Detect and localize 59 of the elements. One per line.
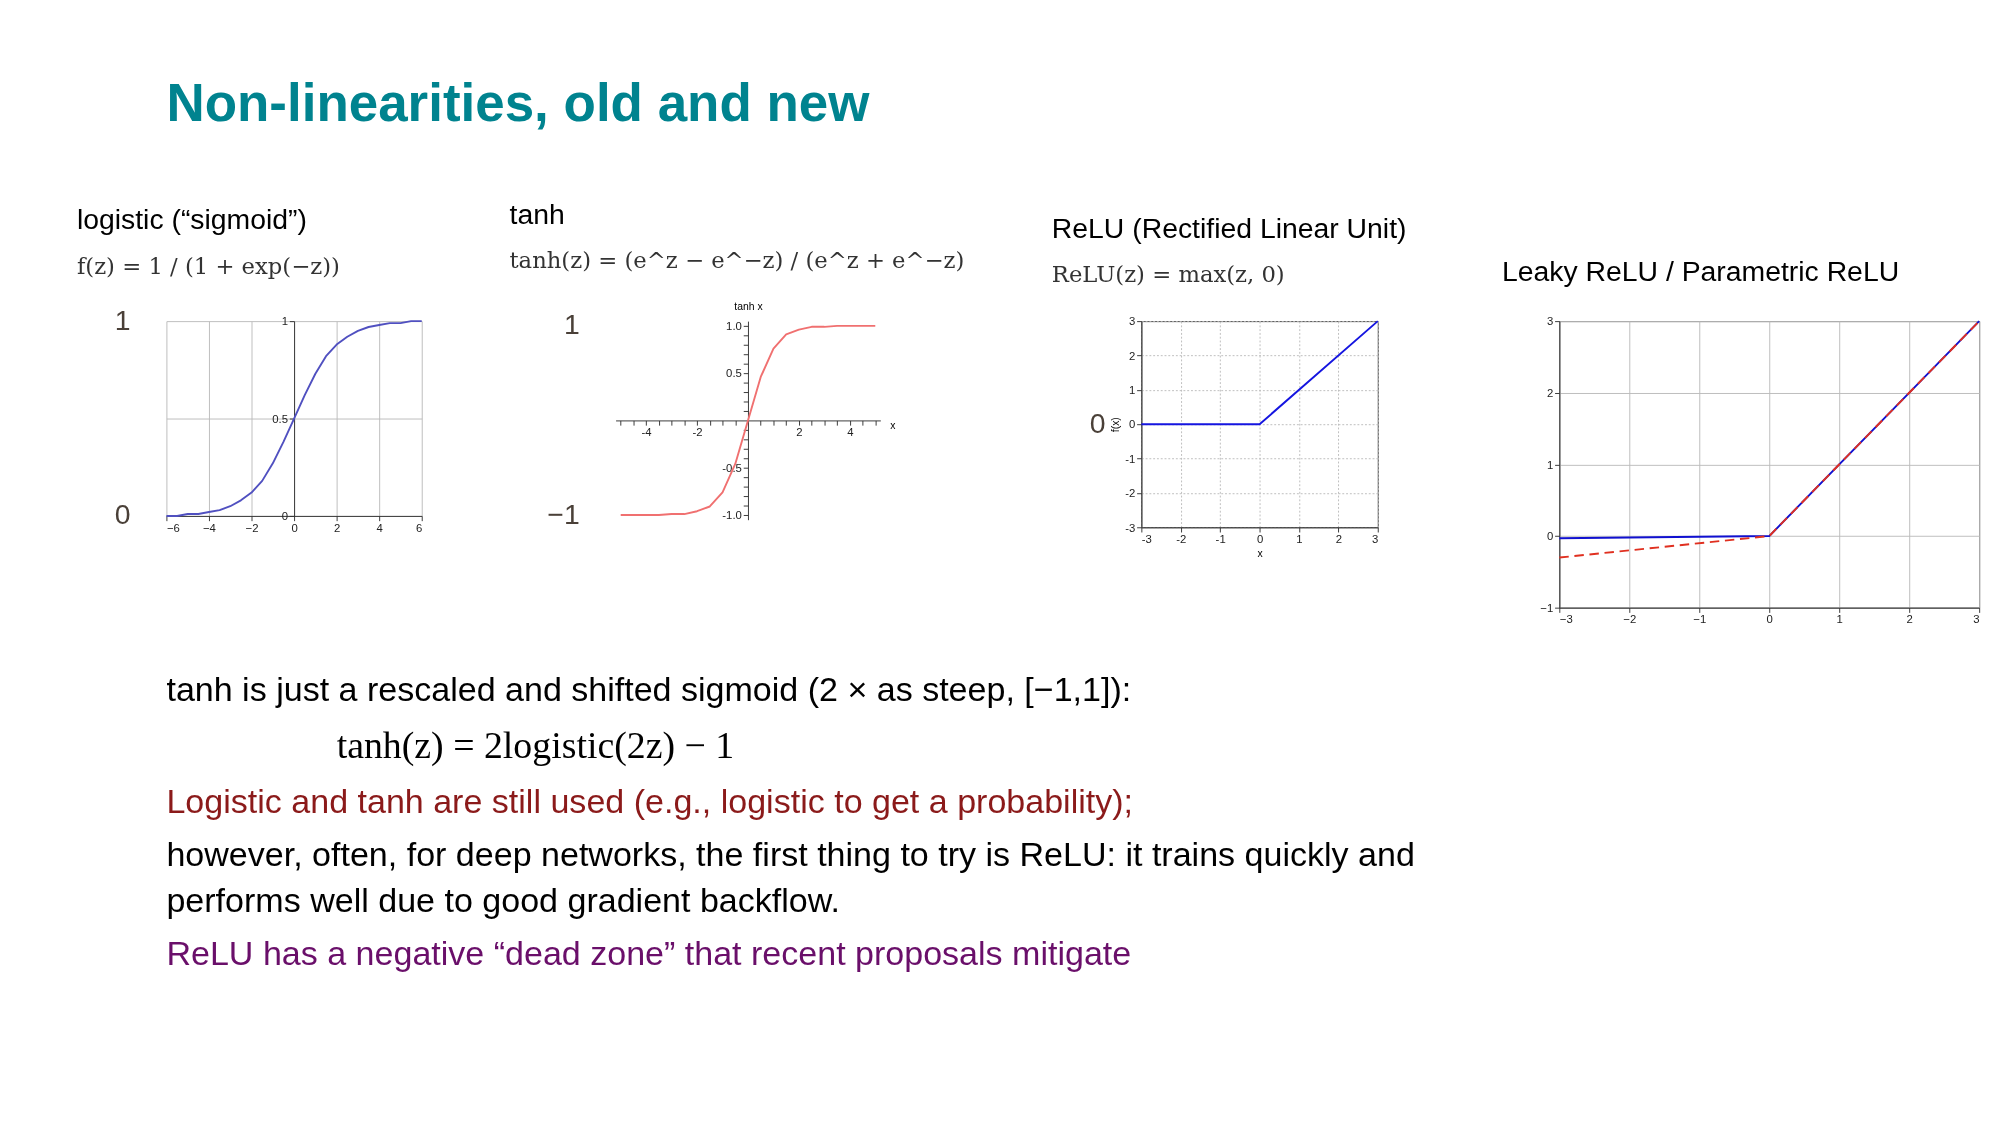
- x-tick-label: 4: [376, 521, 383, 534]
- y-tick-label: 3: [1128, 315, 1136, 328]
- y-tick-label: 0.5: [272, 412, 288, 425]
- y-tick-label: -1.0: [722, 509, 742, 522]
- text: tanh is just a rescaled and shifted sigmoid (2 × as steep, [−1,1]):: [166, 670, 1132, 709]
- chart-subtitle: f(z) = 1 / (1 + exp(−z)): [76, 252, 340, 279]
- y-tick-label: 0.5: [726, 367, 742, 380]
- x-tick-label: 0: [291, 521, 298, 534]
- y-tick-label: 1: [281, 315, 288, 328]
- y-tick-label: 2: [1546, 387, 1554, 400]
- y-tick-label: 2: [1128, 349, 1136, 362]
- text: however, often, for deep networks, the first thing to try is ReLU: it trains quickly and performs well due to good gradient backflow.: [166, 834, 1415, 919]
- y-tick-label: 0: [1128, 418, 1136, 431]
- chart-title: logistic (“sigmoid”): [76, 203, 307, 236]
- y-tick-label: 1: [1546, 458, 1554, 471]
- text: ReLU has a negative “dead zone” that recent proposals mitigate: [166, 934, 1132, 973]
- y-tick-label: −1: [1540, 601, 1554, 614]
- chart-subtitle: tanh(z) = (e^z − e^−z) / (e^z + e^−z): [509, 247, 965, 274]
- x-tick-label: 2: [1335, 532, 1343, 545]
- x-tick-label: −6: [166, 521, 180, 534]
- x-tick-label: 0: [1256, 532, 1264, 545]
- x-tick-label: 3: [1973, 613, 1980, 626]
- text: tanh(z) = 2logistic(2z) − 1: [336, 724, 735, 768]
- x-tick-label: 6: [415, 521, 423, 534]
- x-tick-label: 2: [333, 521, 341, 534]
- x-tick-label: -1: [1215, 532, 1226, 545]
- y-tick-label: 3: [1546, 315, 1554, 328]
- chart-title: tanh: [509, 197, 565, 230]
- chart-subtitle: ReLU(z) = max(z, 0): [1051, 261, 1285, 288]
- x-tick-label: 2: [1906, 613, 1913, 626]
- text: Logistic and tanh are still used (e.g., logistic to get a probability);: [166, 781, 1134, 820]
- x-tick-label: 4: [847, 426, 854, 439]
- x-tick-label: −2: [245, 521, 259, 534]
- x-tick-label: −3: [1559, 613, 1573, 626]
- text: 1: [114, 303, 131, 336]
- x-tick-label: -3: [1141, 532, 1152, 545]
- x-tick-label: 1: [1296, 532, 1303, 545]
- y-tick-label: 1: [1128, 384, 1136, 397]
- x-tick-label: 0: [1766, 613, 1773, 626]
- x-tick-label: -2: [1176, 532, 1187, 545]
- x-tick-label: −1: [1693, 613, 1707, 626]
- chart-title: Leaky ReLU / Parametric ReLU: [1501, 255, 1900, 288]
- y-axis-title: f(x): [1110, 417, 1122, 433]
- x-tick-label: 2: [796, 426, 803, 439]
- y-tick-label: -1: [1125, 452, 1136, 465]
- x-tick-label: -2: [692, 426, 703, 439]
- text: 1: [563, 307, 580, 340]
- x-tick-label: 1: [1836, 613, 1843, 626]
- x-tick-label: 3: [1371, 532, 1379, 545]
- chart-title: ReLU (Rectified Linear Unit): [1051, 211, 1407, 244]
- x-tick-label: −4: [203, 521, 216, 534]
- x-tick-label: −2: [1623, 613, 1637, 626]
- y-axis-title: tanh x: [734, 301, 764, 313]
- x-axis-title: x: [1257, 548, 1264, 560]
- text: Non-linearities, old and new: [166, 72, 871, 132]
- x-tick-label: -4: [641, 426, 652, 439]
- y-tick-label: -2: [1125, 487, 1136, 500]
- y-tick-label: 1.0: [726, 320, 742, 333]
- x-axis-title: x: [890, 420, 897, 432]
